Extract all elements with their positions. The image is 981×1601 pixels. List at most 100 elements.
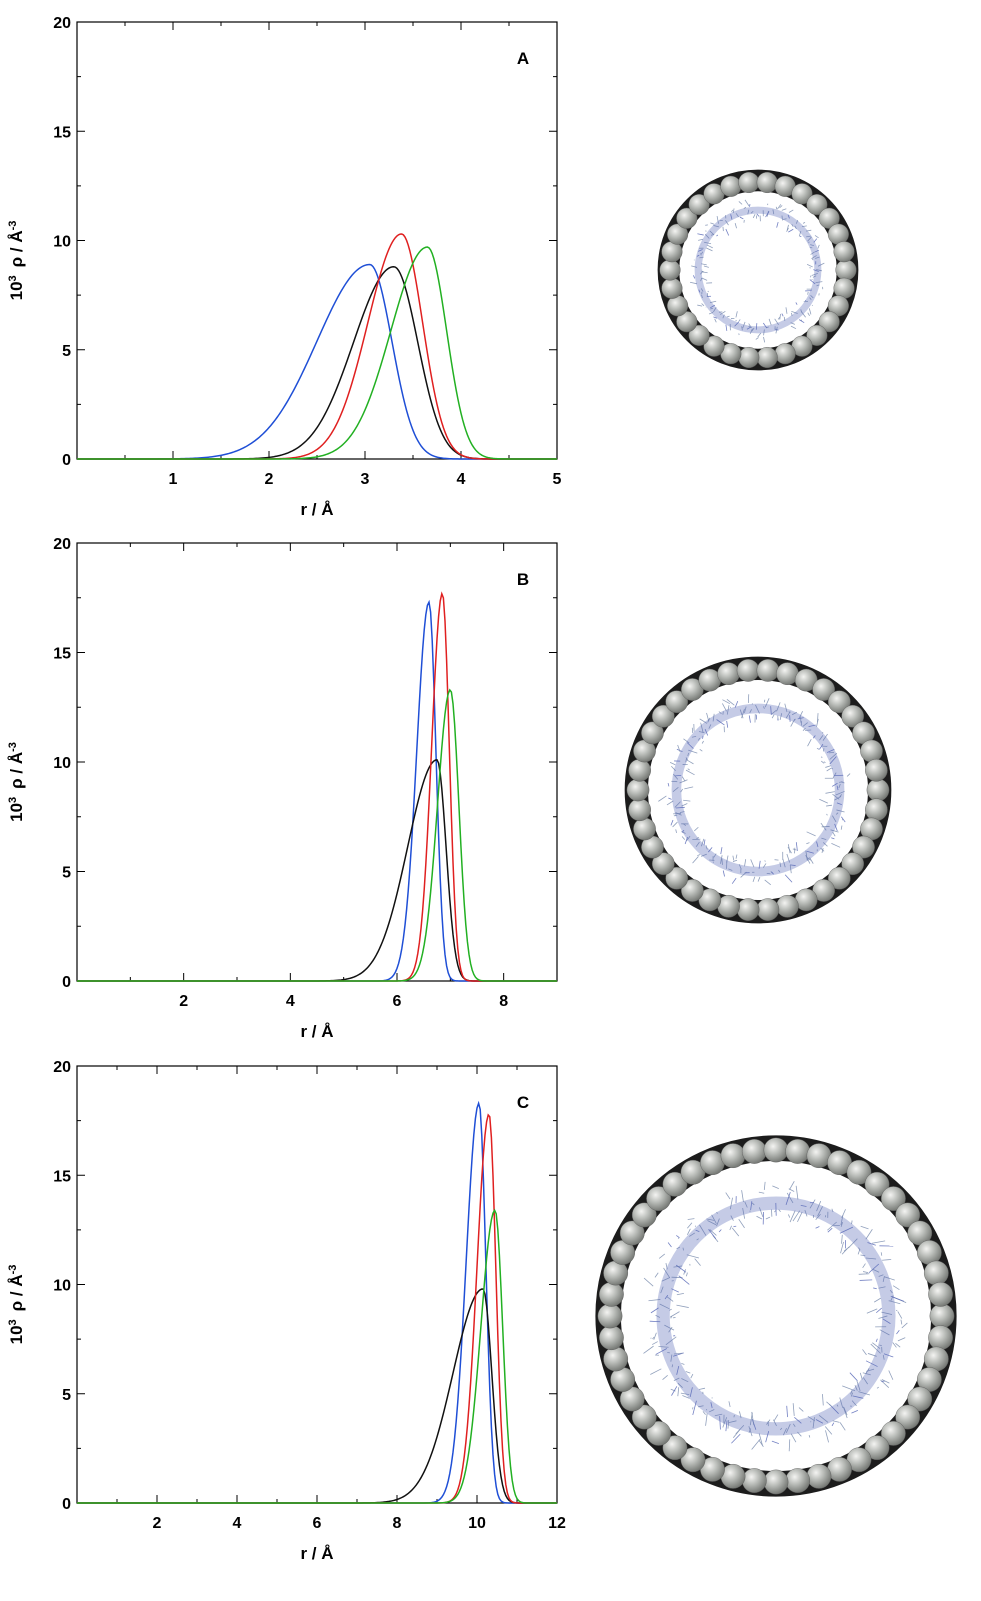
nanotube-cross-section-b (624, 656, 892, 924)
carbon-bead (756, 659, 780, 682)
carbon-bead (785, 1468, 811, 1493)
y-tick-label: 15 (53, 1168, 71, 1185)
y-tick-label: 0 (62, 1496, 71, 1513)
carbon-bead (665, 866, 689, 890)
series-lines (77, 233, 557, 460)
x-tick-label: 10 (468, 1515, 486, 1532)
carbon-bead (929, 1303, 955, 1329)
carbon-bead (812, 879, 835, 902)
carbon-bead (812, 678, 835, 701)
carbon-bead (741, 1139, 767, 1164)
axis-ticks (76, 21, 558, 460)
carbon-bead (720, 1143, 746, 1169)
molecule-ring (658, 694, 851, 886)
carbon-bead (736, 659, 760, 682)
carbon-bead (756, 898, 780, 921)
x-axis-label-c: r / Å (300, 1544, 333, 1563)
carbon-bead (827, 866, 851, 890)
carbon-bead (680, 1447, 706, 1473)
x-tick-label: 5 (553, 471, 562, 488)
carbon-bead (756, 171, 778, 194)
carbon-bead (619, 1220, 645, 1246)
carbon-bead (599, 1281, 624, 1307)
carbon-bead (720, 175, 742, 197)
x-tick-label: 4 (457, 471, 466, 488)
carbon-bead (667, 223, 689, 245)
carbon-bead (866, 778, 890, 802)
series-line-3 (77, 1208, 557, 1504)
series-line-2 (77, 1113, 557, 1504)
series-line-1 (77, 1288, 557, 1504)
carbon-bead (628, 758, 651, 782)
carbon-bead (651, 704, 675, 728)
y-tick-label: 0 (62, 452, 71, 469)
y-tick-label: 5 (62, 343, 71, 360)
axis-ticks (76, 542, 558, 982)
y-tick-label: 15 (53, 646, 71, 663)
chart-panel-a: 1 2 3 4 5 0 5 10 15 20 A r / Å 103ρ / Å-3 (7, 15, 562, 519)
carbon-bead (626, 778, 650, 802)
carbon-bead (659, 259, 681, 281)
carbon-bead (806, 1463, 832, 1489)
carbon-bead (818, 207, 840, 229)
y-axis-label-b: 103ρ / Å-3 (7, 742, 26, 822)
carbon-bead (763, 1469, 789, 1495)
series-line-0 (77, 1100, 557, 1504)
carbon-bead (827, 690, 851, 714)
carbon-bead (698, 888, 722, 912)
carbon-bead (681, 678, 704, 701)
carbon-bead (763, 1137, 789, 1163)
chart-panel-c: 2 4 6 8 10 12 0 5 10 15 20 C r / Å 103ρ / Å-3 (7, 1059, 566, 1563)
y-tick-label: 20 (53, 536, 71, 553)
carbon-bead (806, 324, 828, 346)
plot-frame (76, 21, 558, 460)
carbon-bead (738, 171, 760, 194)
tick-labels: 2 4 6 8 10 12 0 5 10 15 20 (53, 1059, 566, 1532)
y-tick-label: 10 (53, 234, 71, 251)
carbon-bead (651, 852, 675, 876)
carbon-bead (835, 259, 857, 281)
series-line-3 (77, 688, 557, 982)
carbon-bead (794, 668, 818, 692)
series-line-2 (77, 233, 557, 460)
carbon-bead (833, 241, 855, 263)
panel-label-c: C (517, 1093, 529, 1112)
carbon-bead (895, 1404, 921, 1430)
carbon-bead (676, 311, 698, 333)
carbon-bead (881, 1421, 906, 1446)
series-line-1 (77, 265, 557, 460)
carbon-bead (776, 895, 799, 918)
x-tick-label: 6 (393, 993, 402, 1010)
carbon-bead (774, 343, 796, 365)
panel-label-b: B (517, 570, 529, 589)
carbon-bead (791, 183, 813, 205)
carbon-bead (681, 879, 704, 902)
carbon-bead (895, 1202, 921, 1228)
series-lines (77, 591, 557, 982)
carbon-bead (907, 1386, 933, 1412)
series-line-3 (77, 246, 557, 460)
carbon-bead (599, 1325, 624, 1351)
carbon-bead (846, 1159, 872, 1185)
y-axis-label-a: 103ρ / Å-3 (7, 221, 26, 301)
carbon-bead (662, 1171, 688, 1197)
nanotube-cross-section-a (657, 169, 859, 371)
carbon-bead (646, 1186, 671, 1211)
carbon-bead (923, 1260, 949, 1286)
carbon-bead (646, 1421, 671, 1446)
y-tick-label: 0 (62, 974, 71, 991)
carbon-bead (860, 739, 883, 763)
series-line-2 (77, 591, 557, 982)
carbon-bead (881, 1186, 906, 1211)
x-tick-label: 3 (361, 471, 370, 488)
series-line-0 (77, 599, 557, 982)
plot-frame (76, 542, 558, 982)
carbon-bead (827, 295, 849, 317)
carbon-bead (806, 194, 828, 216)
x-tick-label: 2 (179, 993, 188, 1010)
molecule-ring (643, 1181, 908, 1452)
carbon-bead (631, 1404, 657, 1430)
carbon-bead (628, 798, 651, 822)
y-tick-label: 5 (62, 865, 71, 882)
